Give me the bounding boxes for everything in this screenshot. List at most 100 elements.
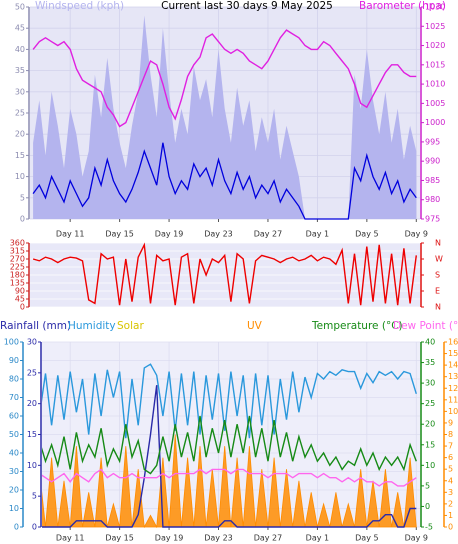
x-tick-label: Day 11 bbox=[56, 230, 85, 239]
y-tick-label: 225 bbox=[10, 263, 25, 272]
y2-tick-label: 10 bbox=[27, 461, 37, 470]
y-tick-label: 10 bbox=[15, 172, 25, 181]
y-tick-label: 360 bbox=[10, 239, 25, 248]
y-tick-label: 15 bbox=[15, 151, 25, 160]
series-line bbox=[42, 385, 417, 528]
y2-tick-label: 30 bbox=[27, 338, 37, 347]
y4-tick-label: 15 bbox=[448, 349, 458, 358]
y4-tick-label: 16 bbox=[448, 338, 458, 347]
y4-tick-label: 11 bbox=[448, 395, 458, 404]
y-tick-label: 0 bbox=[14, 523, 19, 532]
y4-tick-label: 6 bbox=[448, 453, 453, 462]
series-line bbox=[42, 363, 417, 439]
y4-tick-label: 3 bbox=[448, 488, 453, 497]
y2-tick-label: 25 bbox=[27, 368, 37, 377]
y-tick-label: 10 bbox=[9, 504, 19, 513]
y2-tick-label: 5 bbox=[32, 492, 37, 501]
x-tick-label: Day 19 bbox=[155, 230, 184, 239]
x-tick-label: Day 1 bbox=[306, 230, 329, 239]
y3-tick-label: 5 bbox=[425, 481, 430, 490]
x-tick-label: Day 5 bbox=[355, 534, 378, 543]
series-label: UV bbox=[247, 320, 263, 332]
y4-tick-label: 1 bbox=[448, 511, 453, 520]
y3-tick-label: 0 bbox=[425, 502, 430, 511]
y4-tick-label: 0 bbox=[448, 523, 453, 532]
y2-tick-label: 1010 bbox=[425, 80, 445, 89]
y-tick-label: 90 bbox=[9, 356, 19, 365]
y2-tick-label: 1000 bbox=[425, 118, 445, 127]
series-line bbox=[42, 415, 417, 475]
x-tick-label: Day 19 bbox=[155, 534, 184, 543]
y3-tick-label: 25 bbox=[425, 399, 435, 408]
x-tick-label: Day 1 bbox=[306, 534, 329, 543]
gust-area bbox=[33, 15, 417, 219]
y3-tick-label: 15 bbox=[425, 440, 435, 449]
series-label: Dew Point (°C) bbox=[393, 320, 458, 332]
series-line bbox=[32, 242, 417, 306]
series-area bbox=[42, 434, 417, 528]
y4-tick-label: 13 bbox=[448, 372, 458, 381]
y-tick-label: 315 bbox=[10, 247, 25, 256]
y2-tick-label: 980 bbox=[425, 195, 440, 204]
y4-tick-label: 7 bbox=[448, 442, 453, 451]
y-tick-label: 20 bbox=[9, 486, 19, 495]
series-label: Humidity bbox=[68, 320, 116, 332]
y3-tick-label: -5 bbox=[425, 523, 433, 532]
y2-tick-label: 0 bbox=[32, 523, 37, 532]
series-label: Rainfall (mm) bbox=[0, 320, 71, 332]
x-tick-label: Day 9 bbox=[405, 534, 428, 543]
y3-tick-label: 35 bbox=[425, 358, 435, 367]
y4-tick-label: 12 bbox=[448, 384, 458, 393]
y2-tick-label: 990 bbox=[425, 157, 440, 166]
y-tick-label: 135 bbox=[10, 279, 25, 288]
x-tick-label: Day 5 bbox=[355, 230, 378, 239]
y2-tick-label: 985 bbox=[425, 176, 440, 185]
x-tick-label: Day 23 bbox=[204, 230, 233, 239]
y2-tick-label: 15 bbox=[27, 430, 37, 439]
y-tick-label: 45 bbox=[15, 295, 25, 304]
y-tick-label: 30 bbox=[9, 467, 19, 476]
series-line bbox=[32, 142, 417, 220]
x-tick-label: Day 27 bbox=[254, 534, 283, 543]
y-tick-label: 40 bbox=[15, 45, 25, 54]
series-label: Temperature (°C) bbox=[311, 320, 403, 332]
y-tick-label: 270 bbox=[10, 255, 25, 264]
y-tick-label: 80 bbox=[9, 375, 19, 384]
y4-tick-label: 8 bbox=[448, 430, 453, 439]
y3-tick-label: 30 bbox=[425, 379, 435, 388]
series-label: Windspeed (kph) bbox=[35, 0, 124, 12]
y2-tick-label: S bbox=[435, 271, 440, 280]
y2-tick-label: 1015 bbox=[425, 60, 445, 69]
y-tick-label: 5 bbox=[20, 193, 25, 202]
x-tick-label: Day 27 bbox=[254, 230, 283, 239]
x-tick-label: Day 11 bbox=[56, 534, 85, 543]
y2-tick-label: 1005 bbox=[425, 99, 445, 108]
series-label: Barometer (hpa) bbox=[359, 0, 446, 12]
y-tick-label: 20 bbox=[15, 130, 25, 139]
y-tick-label: 0 bbox=[20, 303, 25, 312]
annotation: Solar bbox=[117, 320, 144, 332]
y2-tick-label: 995 bbox=[425, 137, 440, 146]
y2-tick-label: 1020 bbox=[425, 41, 445, 50]
x-tick-label: Day 15 bbox=[105, 534, 134, 543]
y4-tick-label: 14 bbox=[448, 361, 458, 370]
y4-tick-label: 9 bbox=[448, 418, 453, 427]
y3-tick-label: 40 bbox=[425, 338, 435, 347]
x-tick-label: Day 9 bbox=[405, 230, 428, 239]
y2-tick-label: N bbox=[435, 239, 441, 248]
y2-tick-label: 1030 bbox=[425, 3, 445, 12]
plot-area bbox=[32, 15, 417, 220]
y-tick-label: 0 bbox=[20, 215, 25, 224]
series-line bbox=[42, 468, 417, 487]
y-tick-label: 45 bbox=[15, 24, 25, 33]
series-line bbox=[32, 29, 417, 128]
y-tick-label: 35 bbox=[15, 66, 25, 75]
y-tick-label: 50 bbox=[15, 3, 25, 12]
y-tick-label: 40 bbox=[9, 449, 19, 458]
y2-tick-label: E bbox=[435, 287, 440, 296]
y2-tick-label: 975 bbox=[425, 215, 440, 224]
y4-tick-label: 5 bbox=[448, 465, 453, 474]
y3-tick-label: 20 bbox=[425, 420, 435, 429]
y2-tick-label: 1025 bbox=[425, 22, 445, 31]
